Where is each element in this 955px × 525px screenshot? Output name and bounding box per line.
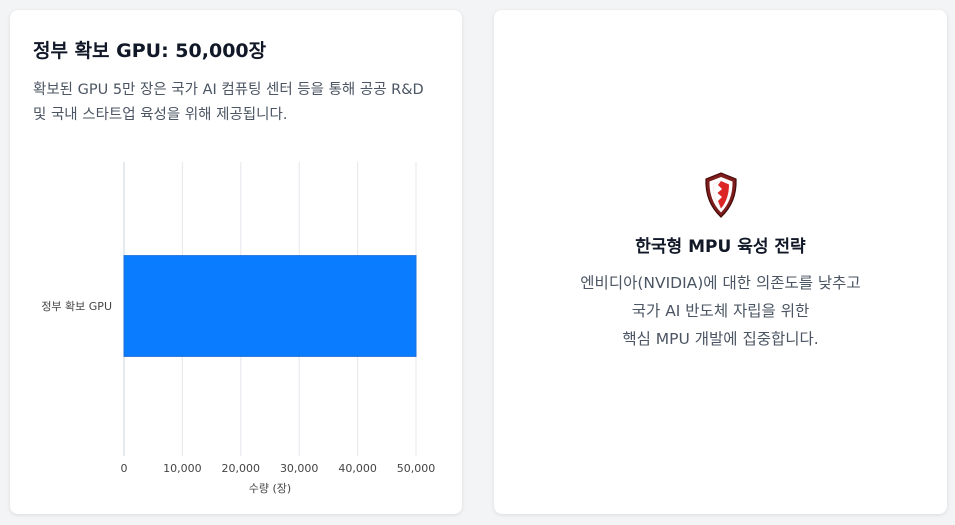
bar-gpu	[123, 255, 417, 357]
shield-icon	[704, 172, 737, 218]
x-tick-label: 40,000	[338, 462, 377, 475]
gpu-chart-card: 정부 확보 GPU: 50,000장 확보된 GPU 5만 장은 국가 AI 컴…	[10, 10, 462, 514]
x-tick-label: 20,000	[222, 462, 261, 475]
x-tick-label: 50,000	[397, 462, 436, 475]
mpu-strategy-card: 한국형 MPU 육성 전략 엔비디아(NVIDIA)에 대한 의존도를 낮추고 …	[494, 10, 947, 514]
strategy-description: 엔비디아(NVIDIA)에 대한 의존도를 낮추고 국가 AI 반도체 자립을 …	[494, 269, 947, 353]
description-line-1: 엔비디아(NVIDIA)에 대한 의존도를 낮추고	[580, 274, 861, 292]
card-title: 정부 확보 GPU: 50,000장	[33, 40, 267, 62]
strategy-title: 한국형 MPU 육성 전략	[635, 237, 806, 257]
x-axis-label: 수량 (장)	[249, 482, 291, 495]
card-description: 확보된 GPU 5만 장은 국가 AI 컴퓨팅 센터 등을 통해 공공 R&D …	[33, 82, 424, 123]
y-tick-label: 정부 확보 GPU	[41, 300, 112, 313]
x-tick-label: 10,000	[163, 462, 202, 475]
mpu-content: 한국형 MPU 육성 전략 엔비디아(NVIDIA)에 대한 의존도를 낮추고 …	[494, 172, 947, 353]
description-line-2: 국가 AI 반도체 자립을 위한	[631, 302, 810, 320]
x-tick-label: 0	[121, 462, 128, 475]
x-tick-label: 30,000	[280, 462, 319, 475]
gpu-bar-chart: 정부 확보 GPU 0 10,000 20,000 30,000 40,000 50,000…	[41, 162, 436, 495]
description-line-3: 핵심 MPU 개발에 집중합니다.	[622, 330, 819, 348]
